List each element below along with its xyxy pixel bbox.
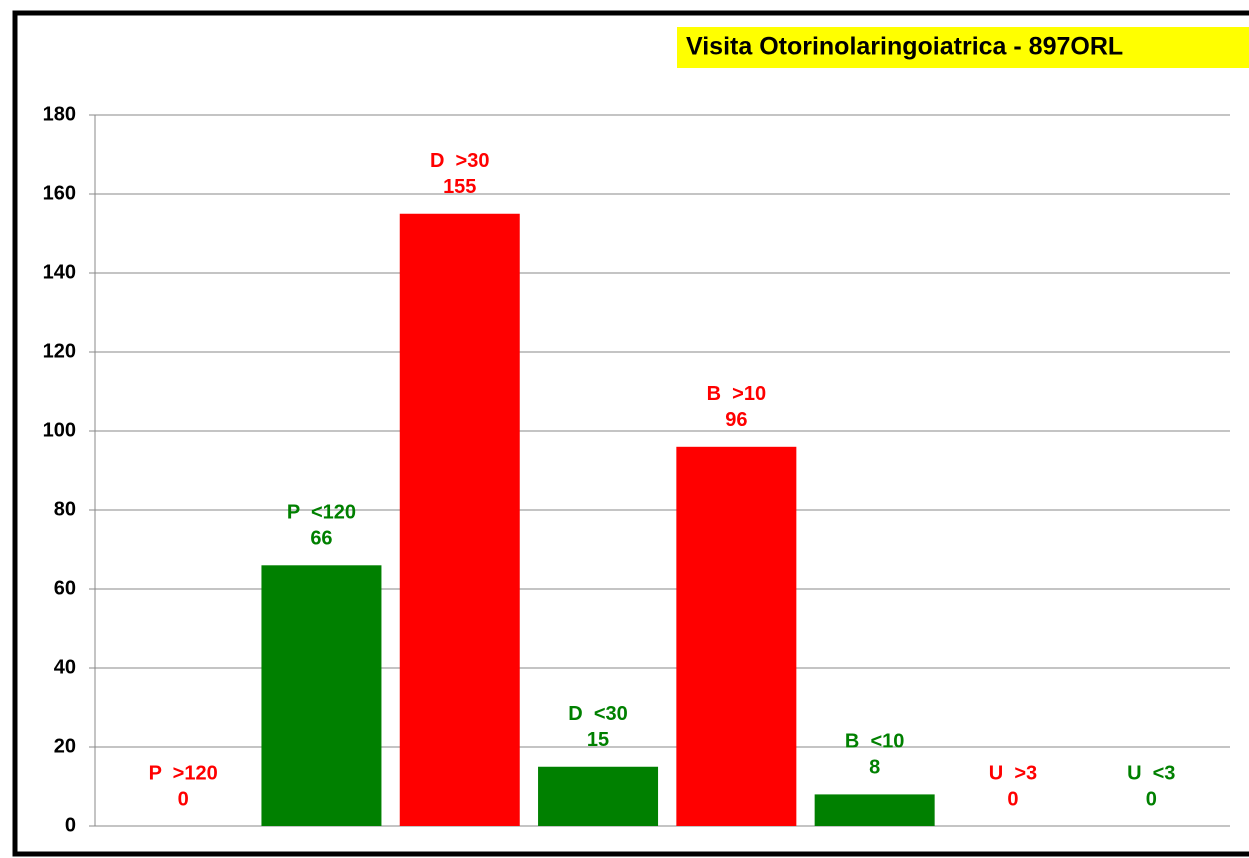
data-label-category: U <3 — [1127, 762, 1175, 784]
bar — [814, 794, 935, 826]
y-tick-label: 120 — [43, 340, 76, 362]
data-label-value: 8 — [869, 757, 880, 779]
bar — [261, 565, 382, 826]
y-tick-label: 160 — [43, 182, 76, 204]
y-tick-label: 0 — [65, 814, 76, 836]
y-tick-label: 80 — [54, 498, 76, 520]
bar — [399, 213, 520, 826]
data-label-value: 0 — [1146, 788, 1157, 810]
y-tick-label: 140 — [43, 261, 76, 283]
data-label-value: 96 — [725, 409, 747, 431]
data-label-category: B >10 — [707, 383, 766, 405]
y-tick-label: 60 — [54, 577, 76, 599]
bar — [538, 766, 659, 826]
data-label-category: P <120 — [287, 502, 356, 524]
data-label-value: 0 — [1007, 788, 1018, 810]
y-tick-label: 20 — [54, 735, 76, 757]
y-tick-label: 180 — [43, 103, 76, 125]
y-tick-label: 40 — [54, 656, 76, 678]
data-label-value: 15 — [587, 729, 609, 751]
bar — [676, 446, 797, 826]
data-label-category: P >120 — [149, 762, 218, 784]
data-label-category: D <30 — [568, 703, 627, 725]
data-label-category: B <10 — [845, 731, 904, 753]
data-label-category: D >30 — [430, 150, 489, 172]
chart-frame — [12, 10, 1249, 857]
data-label-value: 155 — [443, 176, 476, 198]
data-label-value: 0 — [178, 788, 189, 810]
chart-title: Visita Otorinolaringoiatrica - 897ORL — [686, 33, 1123, 61]
data-label-value: 66 — [310, 528, 332, 550]
y-tick-label: 100 — [43, 419, 76, 441]
title-box — [677, 27, 1249, 68]
data-label-category: U >3 — [989, 762, 1037, 784]
